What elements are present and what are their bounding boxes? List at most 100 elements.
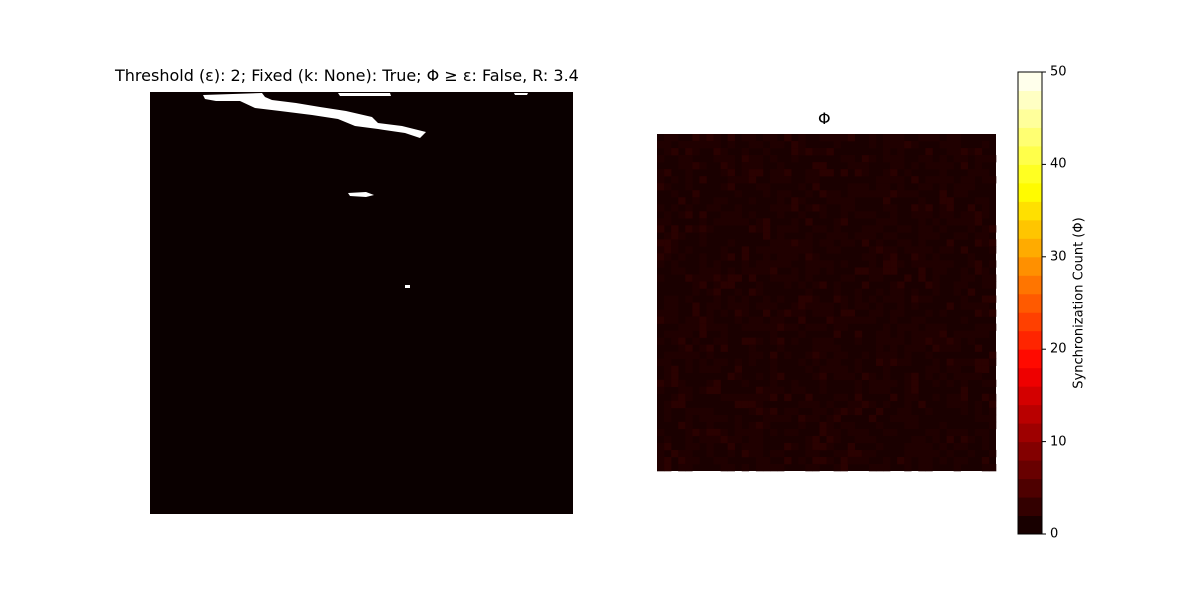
phi-cell <box>805 351 813 359</box>
phi-cell <box>664 435 672 444</box>
phi-cell <box>833 365 841 374</box>
phi-cell <box>755 463 764 472</box>
right-heatmap-panel <box>657 134 997 472</box>
phi-cell <box>741 393 750 402</box>
phi-cell <box>791 155 799 163</box>
phi-cell <box>840 169 848 177</box>
phi-cell <box>657 442 665 451</box>
phi-cell <box>861 372 870 381</box>
phi-cell <box>897 155 905 163</box>
phi-cell <box>939 337 947 345</box>
phi-cell <box>671 400 679 409</box>
phi-cell <box>861 211 870 219</box>
phi-cell <box>939 456 947 465</box>
phi-cell <box>713 141 721 149</box>
phi-cell <box>840 309 848 317</box>
phi-cell <box>918 400 926 409</box>
phi-cell <box>713 204 721 212</box>
phi-cell <box>953 183 961 191</box>
phi-cell <box>981 330 990 338</box>
phi-cell <box>918 204 926 212</box>
phi-cell <box>770 204 778 212</box>
phi-cell <box>981 456 990 465</box>
phi-cell <box>826 337 834 345</box>
phi-cell <box>981 323 990 331</box>
phi-cell <box>734 211 743 219</box>
phi-cell <box>847 134 856 142</box>
phi-cell <box>932 435 940 444</box>
phi-cell <box>720 456 728 465</box>
phi-cell <box>664 330 672 338</box>
phi-cell <box>854 407 863 416</box>
phi-cell <box>805 302 813 310</box>
phi-cell <box>925 155 933 163</box>
phi-cell <box>946 337 954 345</box>
phi-cell <box>840 323 848 331</box>
phi-cell <box>727 449 735 458</box>
phi-cell <box>883 176 891 184</box>
phi-cell <box>904 372 912 381</box>
phi-cell <box>812 309 820 317</box>
phi-cell <box>798 400 806 409</box>
phi-cell <box>960 218 969 226</box>
phi-cell <box>664 253 672 261</box>
phi-cell <box>981 211 990 219</box>
phi-cell <box>741 267 750 275</box>
phi-cell <box>960 232 969 240</box>
phi-cell <box>713 274 721 282</box>
phi-cell <box>883 379 891 388</box>
phi-cell <box>939 225 947 233</box>
phi-cell <box>734 316 743 324</box>
phi-cell <box>812 449 820 458</box>
colorbar-level <box>1018 441 1042 461</box>
phi-cell <box>770 169 778 177</box>
phi-cell <box>946 393 954 402</box>
phi-cell <box>727 372 735 381</box>
phi-cell <box>706 449 714 458</box>
phi-cell <box>741 162 750 170</box>
phi-cell <box>777 344 785 352</box>
phi-cell <box>960 148 969 156</box>
phi-cell <box>925 463 933 472</box>
phi-cell <box>798 295 806 303</box>
phi-cell <box>784 176 792 184</box>
phi-cell <box>748 155 757 163</box>
phi-cell <box>755 302 764 310</box>
phi-cell <box>868 414 877 423</box>
phi-cell <box>875 225 884 233</box>
phi-cell <box>981 197 990 205</box>
phi-cell <box>925 246 933 254</box>
phi-cell <box>741 302 750 310</box>
phi-cell <box>727 211 735 219</box>
phi-cell <box>981 169 990 177</box>
phi-cell <box>967 274 976 282</box>
phi-cell <box>748 442 757 451</box>
phi-cell <box>826 148 834 156</box>
phi-cell <box>784 253 792 261</box>
phi-cell <box>946 428 954 437</box>
phi-cell <box>819 428 827 437</box>
phi-cell <box>762 456 771 465</box>
phi-cell <box>875 379 884 388</box>
phi-cell <box>918 232 926 240</box>
phi-cell <box>897 134 905 142</box>
phi-cell <box>981 267 990 275</box>
mask-region-blob <box>348 192 374 197</box>
phi-cell <box>762 295 771 303</box>
phi-cell <box>833 232 841 240</box>
phi-cell <box>946 176 954 184</box>
phi-cell <box>798 197 806 205</box>
phi-cell <box>974 365 983 374</box>
phi-cell <box>720 211 728 219</box>
phi-cell <box>953 232 961 240</box>
phi-cell <box>777 372 785 381</box>
phi-cell <box>755 323 764 331</box>
phi-cell <box>784 169 792 177</box>
phi-cell <box>720 323 728 331</box>
phi-cell <box>911 253 919 261</box>
phi-cell <box>741 295 750 303</box>
phi-cell <box>932 379 940 388</box>
phi-cell <box>904 358 912 366</box>
phi-cell <box>960 316 969 324</box>
phi-cell <box>981 302 990 310</box>
